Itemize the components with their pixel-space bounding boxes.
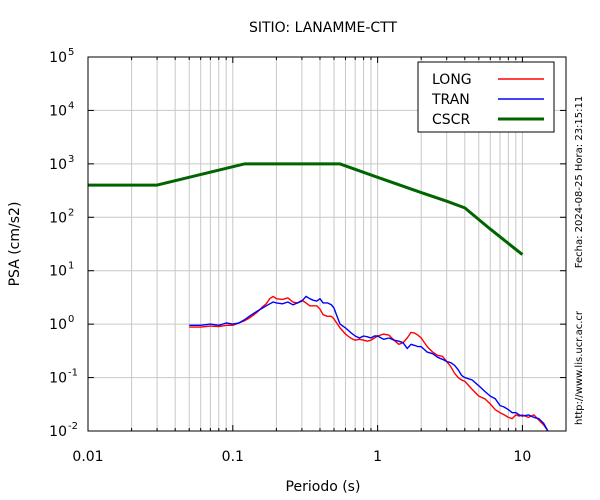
y-tick-label: 10 xyxy=(49,264,67,280)
x-tick-label: 0.1 xyxy=(222,449,244,465)
x-tick-label: 1 xyxy=(373,449,382,465)
plot-frame xyxy=(87,56,567,432)
series-line-tran xyxy=(189,295,549,432)
y-tick-exponent: 3 xyxy=(68,154,74,165)
y-tick-label: 10 xyxy=(49,210,67,226)
y-tick-exponent: 1 xyxy=(68,261,74,272)
y-tick-label: 10 xyxy=(49,50,67,66)
ticks xyxy=(87,56,567,432)
x-tick-label: 10 xyxy=(513,449,531,465)
y-tick-label: 10 xyxy=(49,317,67,333)
legend-label-tran: TRAN xyxy=(431,92,470,108)
date-time-stamp: Fecha: 2024-08-25 Hora: 23:15:11 xyxy=(574,96,585,269)
legend: LONG TRAN CSCR xyxy=(417,61,555,133)
y-tick-exponent: 2 xyxy=(68,207,74,218)
y-axis-label: PSA (cm/s2) xyxy=(7,202,23,287)
y-tick-exponent: 0 xyxy=(68,314,74,325)
y-tick-exponent: 4 xyxy=(68,100,74,111)
legend-label-long: LONG xyxy=(432,72,472,88)
x-axis-label: Periodo (s) xyxy=(286,479,361,495)
legend-label-cscr: CSCR xyxy=(432,112,470,128)
series-group xyxy=(88,162,549,432)
y-tick-exponent: -2 xyxy=(68,421,78,432)
chart-title: SITIO: LANAMME-CTT xyxy=(249,20,398,36)
x-tick-label: 0.01 xyxy=(72,449,103,465)
series-line-long xyxy=(189,295,549,432)
y-tick-label: 10 xyxy=(49,424,67,440)
website-url: http://www.lis.ucr.ac.cr xyxy=(574,310,585,425)
y-tick-label: 10 xyxy=(49,157,67,173)
y-tick-label: 10 xyxy=(49,103,67,119)
y-tick-exponent: 5 xyxy=(68,47,74,58)
y-tick-label: 10 xyxy=(49,371,67,387)
y-tick-exponent: -1 xyxy=(68,368,78,379)
series-line-cscr xyxy=(88,162,524,256)
